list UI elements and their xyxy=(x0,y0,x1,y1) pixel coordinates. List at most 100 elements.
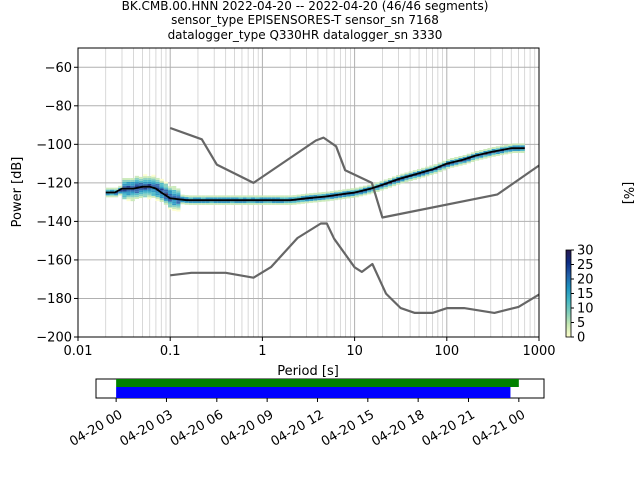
heatmap-cell xyxy=(504,144,509,147)
heatmap-cell xyxy=(367,186,372,189)
heatmap-cell xyxy=(271,195,276,198)
heatmap-cell xyxy=(425,174,430,177)
heatmap-cell xyxy=(163,197,168,199)
heatmap-cell xyxy=(122,178,127,180)
heatmap-cell xyxy=(188,197,193,200)
heatmap-cell xyxy=(126,191,131,194)
heatmap-cell xyxy=(466,159,471,162)
heatmap-cell xyxy=(309,200,314,203)
heatmap-cell xyxy=(242,197,247,200)
x-tick-label: 100 xyxy=(434,344,459,359)
heatmap-cell xyxy=(400,175,405,178)
heatmap-cell xyxy=(226,203,231,206)
heatmap-cell xyxy=(396,176,401,179)
heatmap-cell xyxy=(221,203,227,206)
heatmap-cell xyxy=(151,174,156,177)
heatmap-cell xyxy=(176,192,181,195)
heatmap-cell xyxy=(275,201,281,204)
heatmap-cell xyxy=(412,172,417,175)
heatmap-cell xyxy=(383,185,388,188)
psd-segments-bar xyxy=(116,387,511,398)
heatmap-cell xyxy=(284,203,289,206)
heatmap-cell xyxy=(358,188,363,191)
heatmap-cell xyxy=(172,205,177,208)
heatmap-cell xyxy=(499,147,505,150)
heatmap-cell xyxy=(234,203,239,206)
x-tick-label: 1000 xyxy=(522,344,555,359)
heatmap-cell xyxy=(118,191,123,194)
heatmap-cell xyxy=(118,189,123,192)
heatmap-cell xyxy=(130,178,135,180)
heatmap-cell xyxy=(130,197,135,200)
heatmap-cell xyxy=(466,153,471,156)
heatmap-cell xyxy=(172,209,177,212)
heatmap-cell xyxy=(126,193,131,196)
y-tick-label: −100 xyxy=(36,138,72,153)
mode-line xyxy=(105,147,525,202)
heatmap-cell xyxy=(263,201,268,204)
heatmap-cell xyxy=(516,151,521,154)
heatmap-cell xyxy=(118,185,123,188)
heatmap-cell xyxy=(188,195,193,198)
heatmap-cell xyxy=(151,180,156,183)
heatmap-cell xyxy=(205,203,210,206)
heatmap-cell xyxy=(317,200,322,203)
heatmap-cell xyxy=(143,195,148,198)
heatmap-cell xyxy=(234,197,239,200)
heatmap-cell xyxy=(151,182,156,185)
heatmap-cell xyxy=(134,179,139,182)
heatmap-cell xyxy=(292,197,297,199)
heatmap-cell xyxy=(342,195,347,198)
heatmap-cell xyxy=(130,179,135,182)
heatmap-cell xyxy=(221,201,227,204)
heatmap-cell xyxy=(226,197,231,200)
heatmap-cell xyxy=(242,201,247,204)
heatmap-cell xyxy=(201,201,206,204)
heatmap-cell xyxy=(421,167,426,170)
y-tick-label: −180 xyxy=(36,292,72,307)
heatmap-cell xyxy=(329,191,334,194)
heatmap-cell xyxy=(134,177,139,180)
heatmap-cell xyxy=(462,162,467,165)
heatmap-cell xyxy=(167,186,173,189)
heatmap-cell xyxy=(383,179,388,182)
heatmap-cell xyxy=(288,201,293,204)
heatmap-cell xyxy=(205,201,210,204)
heatmap-cell xyxy=(134,191,139,194)
x-tick-label: 10 xyxy=(346,344,363,359)
mode-curve xyxy=(105,147,525,202)
heatmap-cell xyxy=(404,178,409,181)
heatmap-cell xyxy=(163,187,168,190)
noise-models xyxy=(169,126,540,314)
heatmap-cell xyxy=(271,197,276,200)
heatmap-cell xyxy=(487,153,492,156)
heatmap-cell xyxy=(296,196,301,199)
colorbar-tick-label: 0 xyxy=(577,331,585,346)
heatmap-cell xyxy=(176,190,181,193)
heatmap-cell xyxy=(429,171,434,174)
heatmap-cell xyxy=(226,201,231,204)
heatmap-cell xyxy=(159,200,164,202)
heatmap-cell xyxy=(441,162,446,165)
heatmap-cell xyxy=(109,195,115,198)
heatmap-cell xyxy=(280,197,285,200)
heatmap-cell xyxy=(122,181,127,184)
heatmap-cell xyxy=(105,195,110,198)
heatmap-cell xyxy=(217,197,222,200)
colorbar-gradient xyxy=(565,249,572,338)
heatmap-cell xyxy=(159,190,164,193)
heatmap-cell xyxy=(404,172,409,175)
x-axis-ticks: 0.01 0.1 1 10 100 1000 xyxy=(64,337,556,359)
heatmap-cell xyxy=(309,193,314,196)
heatmap-cell xyxy=(147,178,152,180)
colorbar-label: [%] xyxy=(620,182,635,205)
heatmap-cell xyxy=(155,179,160,182)
heatmap-cell xyxy=(255,197,260,200)
heatmap-cell xyxy=(201,197,206,200)
heatmap-cell xyxy=(429,173,434,176)
heatmap-cell xyxy=(421,173,426,176)
heatmap-cell xyxy=(508,149,513,152)
heatmap-cell xyxy=(358,194,363,197)
heatmap-cell xyxy=(416,174,422,177)
heatmap-cell xyxy=(445,164,451,167)
